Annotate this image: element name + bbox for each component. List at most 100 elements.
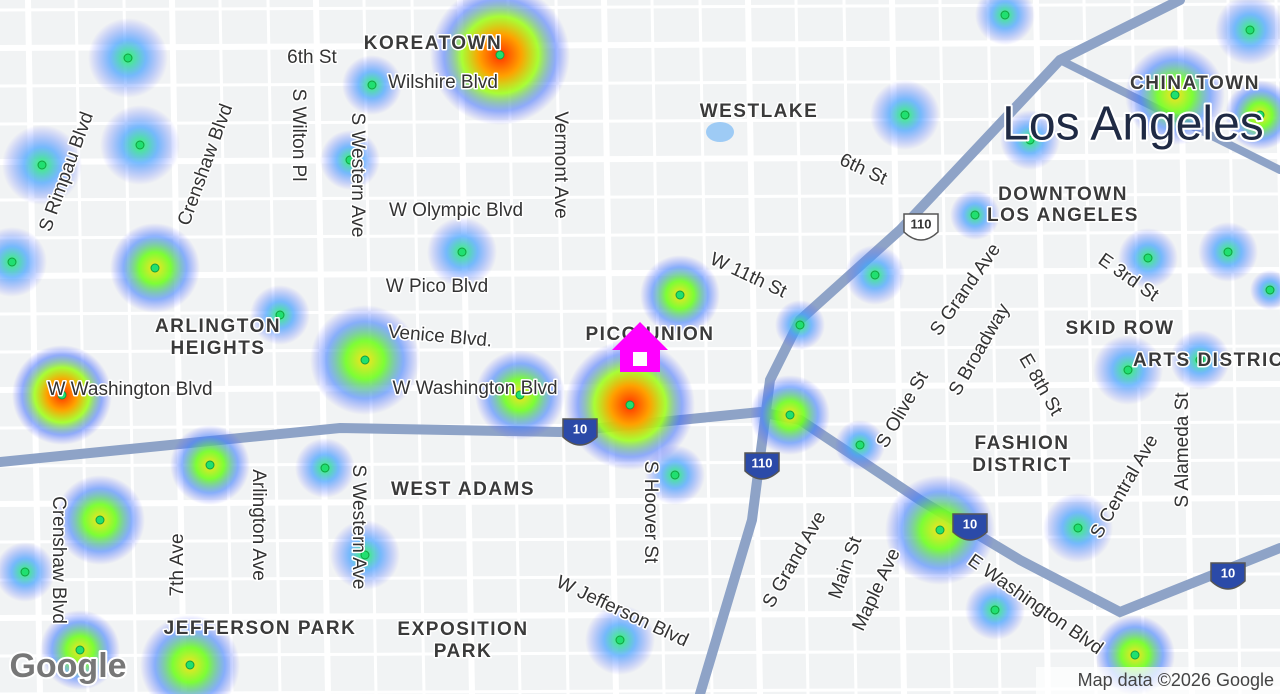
street-label: W Washington Blvd [392, 378, 557, 399]
neighborhood-label: CHINATOWN [1130, 73, 1260, 94]
street-label: Crenshaw Blvd [48, 496, 69, 624]
heat-point [123, 53, 133, 63]
heat-point [135, 140, 145, 150]
heat-spot [0, 227, 47, 297]
highway-shield [744, 452, 780, 480]
neighborhood-label: LOS ANGELES [987, 205, 1139, 226]
neighborhood-label: WESTLAKE [700, 101, 819, 122]
heat-point [1143, 253, 1153, 263]
heat-point [95, 515, 105, 525]
street-line [0, 116, 1280, 126]
neighborhood-label: EXPOSITION [397, 619, 528, 640]
street-label: S Western Ave [348, 465, 369, 590]
street-line [0, 153, 1280, 165]
heat-point [625, 400, 635, 410]
heat-point [205, 460, 215, 470]
heat-point [900, 110, 910, 120]
city-label: Los Angeles [1002, 98, 1264, 151]
highway-shield-label: 10 [1221, 565, 1235, 580]
heat-point [1025, 135, 1035, 145]
street-label: S Western Ave [347, 113, 368, 238]
highway-shield [952, 513, 988, 541]
neighborhood-label: ARLINGTON [155, 316, 281, 337]
neighborhood-label: PARK [434, 641, 492, 662]
heat-point [1130, 650, 1140, 660]
street-label: W Pico Blvd [386, 276, 488, 297]
street-line [0, 230, 1280, 240]
street-line [0, 572, 1280, 582]
street-line [0, 267, 1280, 279]
street-label: Arlington Ave [248, 469, 269, 581]
heat-point [1265, 285, 1275, 295]
street-label: Wilshire Blvd [388, 72, 498, 93]
heat-point [37, 160, 47, 170]
heat-point [275, 310, 285, 320]
heat-point [185, 660, 195, 670]
highway-shield-label: 110 [752, 455, 773, 470]
highway-shield [562, 418, 598, 446]
street-label: S Alameda St [1172, 392, 1193, 508]
map-logo: Google [9, 647, 126, 685]
heat-point [615, 635, 625, 645]
heat-point [1255, 110, 1265, 120]
heat-point [1223, 247, 1233, 257]
heat-point [57, 390, 67, 400]
highway-shield-label: 110 [911, 216, 932, 231]
heat-point [1123, 365, 1133, 375]
highway-shield [1210, 562, 1246, 590]
heat-point [75, 645, 85, 655]
street-line [0, 2, 1280, 12]
heat-point [7, 257, 17, 267]
heat-point [20, 567, 30, 577]
heat-spot [1225, 80, 1280, 150]
heat-point [670, 470, 680, 480]
street-label: Vermont Ave [550, 111, 571, 218]
heat-point [855, 440, 865, 450]
highway-shield [903, 213, 939, 241]
home-marker[interactable] [612, 322, 668, 372]
street-label: W Olympic Blvd [389, 200, 523, 221]
street-line [698, 0, 714, 695]
heat-point [870, 270, 880, 280]
neighborhood-label: ARTS DISTRICT [1133, 350, 1280, 371]
heat-point [515, 390, 525, 400]
neighborhood-label: FASHION [975, 433, 1070, 454]
heat-point [795, 320, 805, 330]
neighborhood-label: DISTRICT [972, 455, 1072, 476]
street-label: S Hoover St [640, 461, 661, 564]
heat-point [495, 50, 505, 60]
heat-point [150, 263, 160, 273]
neighborhood-label: WEST ADAMS [391, 479, 535, 500]
neighborhood-label: DOWNTOWN [998, 184, 1128, 205]
attribution-background [1036, 667, 1280, 694]
heat-point [935, 525, 945, 535]
neighborhood-label: JEFFERSON PARK [164, 618, 357, 639]
heat-point [345, 155, 355, 165]
street-line [0, 306, 1280, 316]
street-label: S Wilton Pl [288, 89, 309, 182]
heat-spot [975, 0, 1035, 45]
neighborhood-label: KOREATOWN [364, 33, 502, 54]
heat-point [1000, 10, 1010, 20]
street-label: 6th St [287, 47, 337, 68]
heat-point [675, 290, 685, 300]
heat-spot [1250, 270, 1280, 310]
heat-point [360, 550, 370, 560]
street-line [0, 39, 1280, 51]
heat-point [1245, 25, 1255, 35]
heat-point [785, 410, 795, 420]
heat-point [1073, 523, 1083, 533]
heat-point [367, 80, 377, 90]
heat-point [970, 210, 980, 220]
heat-point [360, 355, 370, 365]
heat-point [457, 247, 467, 257]
street-label: W Washington Blvd [47, 379, 212, 400]
map-attribution: Map data ©2026 Google [1078, 670, 1274, 690]
heat-point [1195, 355, 1205, 365]
heat-spot [430, 0, 570, 125]
street-line [0, 78, 1280, 88]
heat-point [1170, 90, 1180, 100]
